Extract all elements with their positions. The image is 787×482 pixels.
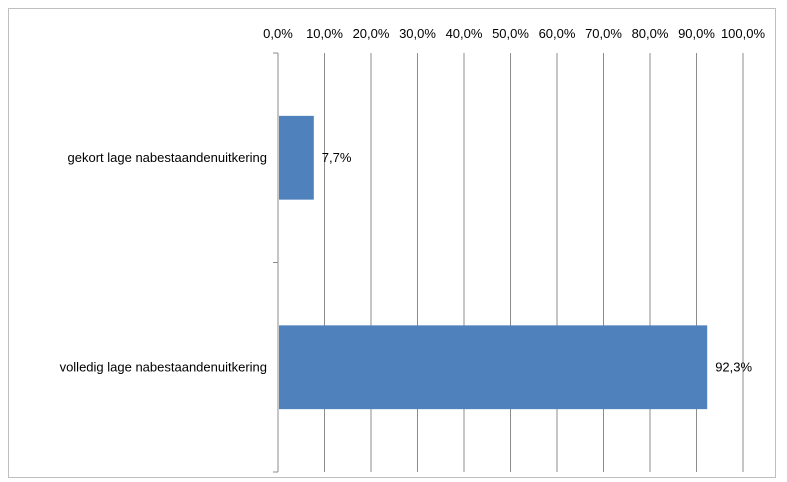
category-label: gekort lage nabestaandenuitkering xyxy=(68,150,267,165)
x-tick-label: 90,0% xyxy=(678,26,715,41)
x-tick-label: 30,0% xyxy=(399,26,436,41)
x-tick-label: 50,0% xyxy=(492,26,529,41)
data-label: 7,7% xyxy=(322,150,352,165)
x-tick-label: 100,0% xyxy=(721,26,766,41)
x-tick-label: 80,0% xyxy=(632,26,669,41)
x-tick-label: 20,0% xyxy=(353,26,390,41)
bar xyxy=(279,325,708,410)
category-label: volledig lage nabestaandenuitkering xyxy=(60,359,267,374)
labels: gekort lage nabestaandenuitkering 7,7% vol… xyxy=(60,150,753,375)
x-tick-label: 70,0% xyxy=(585,26,622,41)
bar xyxy=(279,115,314,200)
x-tick-label: 40,0% xyxy=(446,26,483,41)
value-axis: 0,0% 10,0% 20,0% 30,0% 40,0% 50,0% 60,0% 70,0% 8… xyxy=(263,26,766,473)
data-label: 92,3% xyxy=(715,359,752,374)
x-tick-label: 60,0% xyxy=(539,26,576,41)
x-tick-label: 10,0% xyxy=(306,26,343,41)
bars xyxy=(279,115,708,410)
x-tick-label: 0,0% xyxy=(263,26,293,41)
